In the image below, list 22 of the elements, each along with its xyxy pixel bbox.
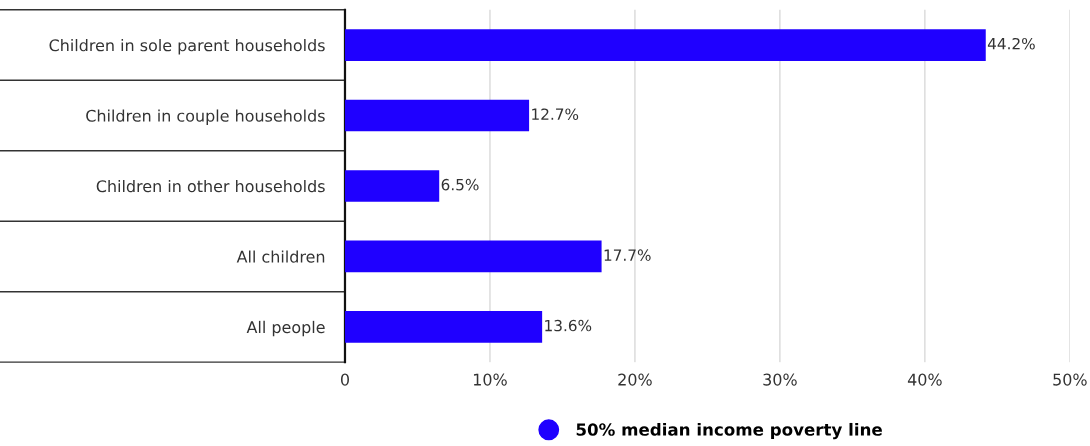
data-label: 6.5% — [441, 178, 479, 191]
y-tick-label: Children in other households — [96, 179, 325, 193]
x-tick-label: 0 — [340, 373, 350, 386]
x-tick-label: 20% — [618, 373, 652, 386]
data-label: 44.2% — [987, 37, 1035, 50]
bar — [344, 29, 986, 61]
bar — [344, 170, 440, 202]
data-label: 17.7% — [604, 249, 651, 261]
y-tick-label: Children in couple households — [86, 109, 325, 125]
legend-label: 50% median income poverty line — [576, 422, 882, 440]
x-tick-label: 30% — [763, 373, 797, 386]
x-tick-label: 40% — [907, 373, 942, 386]
y-tick-label: All people — [246, 320, 325, 337]
y-tick-label: Children in sole parent households — [49, 38, 325, 55]
x-tick-label: 50% — [1053, 373, 1087, 386]
bar — [344, 99, 530, 132]
x-tick-label: 10% — [473, 373, 507, 386]
bar — [344, 240, 602, 273]
data-label: 12.7% — [532, 108, 579, 120]
data-label: 13.6% — [545, 319, 592, 332]
y-tick-label: All children — [236, 250, 325, 263]
bar — [344, 311, 543, 343]
